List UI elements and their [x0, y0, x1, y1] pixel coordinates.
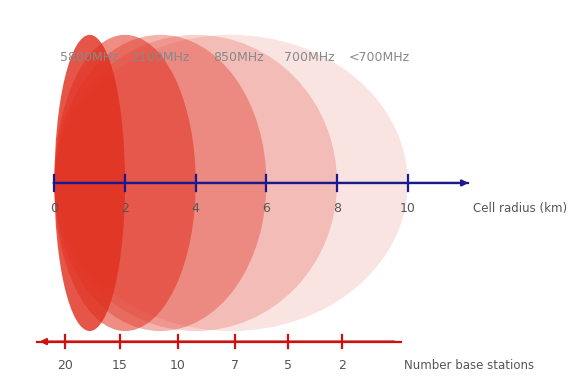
Text: 700MHz: 700MHz [284, 52, 334, 64]
Text: 10: 10 [170, 359, 186, 372]
Text: Number base stations: Number base stations [404, 359, 534, 372]
Text: 5: 5 [284, 359, 292, 372]
Ellipse shape [55, 35, 266, 331]
Text: 2: 2 [339, 359, 346, 372]
Text: 15: 15 [112, 359, 127, 372]
Text: 8: 8 [333, 202, 341, 215]
Text: 20: 20 [57, 359, 73, 372]
Text: 4: 4 [192, 202, 200, 215]
Text: 7: 7 [231, 359, 239, 372]
Text: 2100MHz: 2100MHz [131, 52, 189, 64]
Text: 5800MHz: 5800MHz [60, 52, 119, 64]
Text: 2: 2 [121, 202, 129, 215]
Text: 0: 0 [51, 202, 59, 215]
Text: 6: 6 [262, 202, 270, 215]
Text: Cell radius (km): Cell radius (km) [473, 202, 567, 215]
Text: 850MHz: 850MHz [213, 52, 263, 64]
Ellipse shape [55, 35, 408, 331]
Ellipse shape [55, 35, 337, 331]
Ellipse shape [55, 35, 196, 331]
Ellipse shape [55, 35, 125, 331]
Text: <700MHz: <700MHz [349, 52, 410, 64]
Text: 10: 10 [400, 202, 416, 215]
